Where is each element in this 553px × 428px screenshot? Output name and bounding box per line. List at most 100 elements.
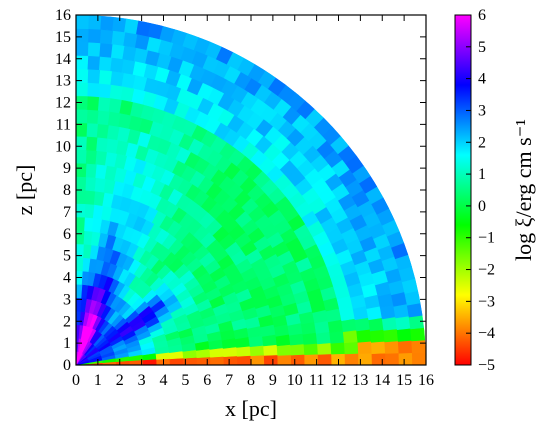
- heatmap-cell: [99, 29, 114, 45]
- heatmap-cell: [76, 324, 80, 339]
- colorbar-tick-label: 2: [478, 134, 486, 151]
- heatmap-cell: [106, 124, 120, 141]
- y-tick-label: 8: [63, 182, 71, 199]
- y-tick-label: 5: [63, 248, 71, 265]
- heatmap-cell: [76, 55, 89, 70]
- heatmap-cell: [317, 353, 333, 365]
- y-tick-label: 1: [63, 335, 71, 352]
- heatmap-cell: [76, 122, 88, 137]
- x-tick-label: 3: [138, 372, 146, 389]
- colorbar-tick-label: −3: [478, 293, 495, 310]
- y-tick-label: 16: [55, 7, 71, 24]
- colorbar-ticks: 6 5 4 3 2 1 0 −1 −2 −3 −4 −5: [466, 7, 495, 374]
- heatmap-cell: [398, 352, 413, 365]
- heatmap-cell: [290, 343, 305, 356]
- colorbar-tick-label: −5: [478, 357, 495, 374]
- heatmap-cell: [96, 123, 109, 139]
- y-tick-label: 6: [63, 226, 71, 243]
- heatmap-cell: [83, 203, 95, 219]
- heatmap-cell: [397, 340, 413, 354]
- heatmap-cell: [87, 41, 101, 57]
- heatmap-cell: [76, 108, 88, 124]
- y-tick-label: 15: [55, 29, 71, 46]
- heatmap-cell: [169, 357, 185, 365]
- heatmap-cell: [108, 97, 122, 114]
- heatmap-cell: [76, 41, 89, 56]
- heatmap-cell: [76, 230, 85, 245]
- heatmap-cell: [108, 84, 123, 100]
- x-tick-label: 13: [352, 372, 368, 389]
- heatmap-cell: [97, 96, 111, 112]
- x-axis-label: x [pc]: [225, 396, 277, 421]
- heatmap-cell: [263, 344, 279, 356]
- y-tick-label: 3: [63, 291, 71, 308]
- heatmap-cell: [210, 356, 225, 365]
- colorbar-tick-label: 4: [478, 71, 486, 88]
- heatmap-cell: [385, 352, 400, 365]
- heatmap-cell: [371, 352, 386, 365]
- heatmap-cell: [76, 81, 89, 97]
- x-tick-label: 2: [116, 372, 124, 389]
- heatmap-cell: [95, 136, 108, 153]
- heatmap-cell: [85, 122, 99, 138]
- x-tick-label: 5: [181, 372, 189, 389]
- heatmap-cell: [76, 162, 87, 178]
- y-tick-label: 4: [63, 270, 71, 287]
- heatmap-cell: [356, 328, 372, 343]
- heatmap-cell: [93, 177, 106, 193]
- heatmap-cell: [76, 203, 86, 218]
- y-tick-label: 2: [63, 313, 71, 330]
- heatmap-cell: [76, 297, 82, 312]
- x-tick-label: 12: [331, 372, 347, 389]
- heatmap-cell: [87, 28, 101, 44]
- heatmap-cell: [290, 354, 306, 365]
- heatmap-cell: [105, 137, 119, 154]
- heatmap-cell: [277, 354, 292, 365]
- heatmap-cell: [87, 15, 102, 30]
- heatmap-cell: [317, 342, 332, 355]
- y-tick-label: 14: [55, 51, 71, 68]
- heatmap-cell: [84, 176, 97, 192]
- heatmap-cell: [111, 16, 127, 33]
- heatmap-cell: [85, 136, 98, 151]
- heatmap-cell: [121, 45, 137, 62]
- heatmap-cell: [410, 327, 426, 342]
- x-tick-label: 4: [160, 372, 168, 389]
- x-tick-label: 9: [269, 372, 277, 389]
- heatmap-cell: [85, 162, 97, 178]
- colorbar-tick-label: −4: [478, 325, 495, 342]
- heatmap-cell: [76, 189, 86, 205]
- heatmap-cell: [122, 31, 138, 48]
- heatmap-cell: [76, 176, 87, 191]
- x-tick-label: 10: [287, 372, 303, 389]
- heatmap-cell: [76, 28, 89, 43]
- heatmap-cell: [76, 256, 84, 272]
- heatmap-cell: [329, 330, 345, 344]
- heatmap-cell: [120, 58, 136, 75]
- x-tick-label: 6: [203, 372, 211, 389]
- y-tick-label: 9: [63, 160, 71, 177]
- heatmap-cell: [344, 352, 360, 365]
- heatmap-cell: [98, 55, 112, 72]
- heatmap-cell: [276, 344, 292, 356]
- colorbar-label: log ξ/erg cm s⁻¹: [511, 119, 536, 261]
- heatmap-cell: [82, 243, 92, 259]
- heatmap-cell: [411, 339, 426, 354]
- heatmap-cell: [357, 340, 373, 354]
- y-tick-label: 12: [55, 95, 71, 112]
- heatmap-cell: [408, 314, 425, 330]
- heatmap-cell: [395, 315, 411, 331]
- heatmap-cell: [94, 163, 107, 180]
- heatmap-cell: [107, 111, 121, 127]
- heatmap-cell: [93, 190, 105, 206]
- colorbar-tick-label: 3: [478, 102, 486, 119]
- colorbar-tick-label: 1: [478, 166, 486, 183]
- y-axis-label: z [pc]: [12, 165, 37, 216]
- heatmap-cell: [236, 345, 252, 357]
- heatmap-cell: [236, 355, 252, 365]
- heatmap-cell: [76, 243, 84, 258]
- heatmap-cell: [86, 55, 101, 71]
- y-tick-label: 0: [63, 357, 71, 374]
- heatmap-cell: [98, 69, 113, 85]
